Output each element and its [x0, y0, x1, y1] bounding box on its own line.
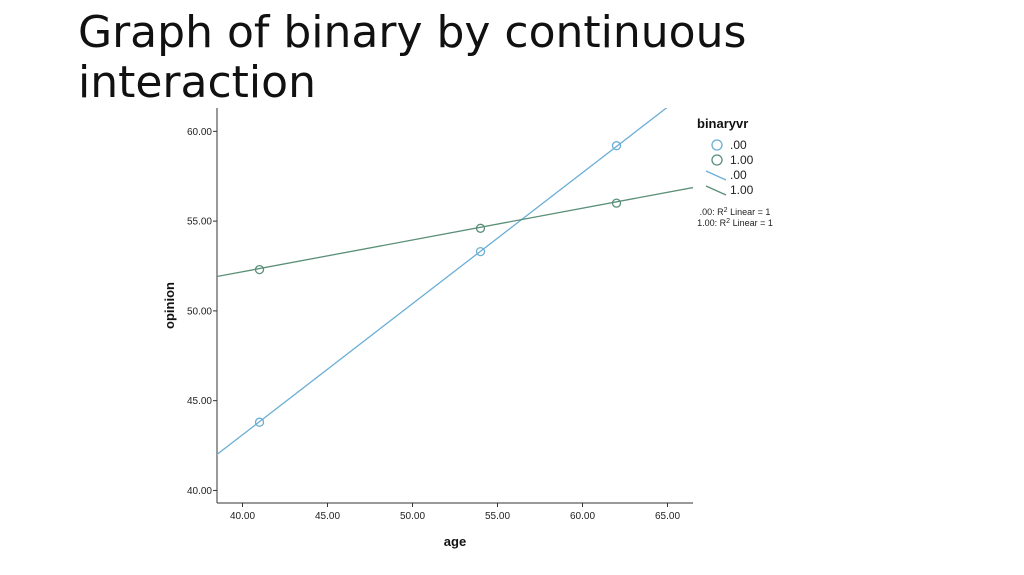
legend-fit-note: .00: R2 Linear = 1 — [700, 207, 771, 217]
data-point-series-1 — [475, 223, 486, 233]
x-tick-label: 45.00 — [315, 511, 340, 522]
legend-entry-label: .00 — [730, 138, 747, 152]
x-tick-label: 65.00 — [655, 511, 680, 522]
y-tick-label: 60.00 — [187, 127, 212, 138]
fit-line-series-1 — [217, 186, 693, 278]
y-tick-label: 55.00 — [187, 217, 212, 228]
chart-legend: binaryvr.001.00.001.00.00: R2 Linear = 1… — [697, 116, 773, 228]
data-point-series-0 — [475, 246, 486, 257]
data-point-series-1 — [611, 198, 622, 208]
legend-entry-label: 1.00 — [730, 153, 754, 167]
x-tick-label: 60.00 — [570, 511, 595, 522]
legend-line-swatch — [705, 185, 727, 196]
legend-marker — [711, 139, 723, 151]
data-point-series-0 — [611, 141, 622, 151]
chart-axes: 40.00 45.00 50.00 55.00 60.00 65.00 40.00 45.00… — [162, 108, 693, 549]
fit-line-series-0 — [217, 108, 668, 456]
legend-fit-note: 1.00: R2 Linear = 1 — [697, 218, 773, 228]
x-tick-label: 55.00 — [485, 511, 510, 522]
y-tick-label: 50.00 — [187, 306, 212, 317]
legend-entry-label: .00 — [730, 168, 747, 182]
fit-lines — [217, 108, 693, 456]
x-tick-label: 40.00 — [230, 511, 255, 522]
legend-title: binaryvr — [697, 116, 748, 131]
slide-title: Graph of binary by continuous interactio… — [78, 7, 747, 108]
x-axis-label: age — [444, 534, 466, 549]
y-tick-label: 45.00 — [187, 396, 212, 407]
legend-line-swatch — [705, 170, 727, 181]
y-axis-label: opinion — [162, 282, 177, 329]
data-points — [254, 141, 622, 427]
legend-entry-label: 1.00 — [730, 183, 754, 197]
y-tick-label: 40.00 — [187, 486, 212, 497]
data-point-series-0 — [254, 417, 265, 427]
legend-marker — [711, 154, 723, 166]
data-point-series-1 — [254, 264, 265, 275]
x-tick-label: 50.00 — [400, 511, 425, 522]
